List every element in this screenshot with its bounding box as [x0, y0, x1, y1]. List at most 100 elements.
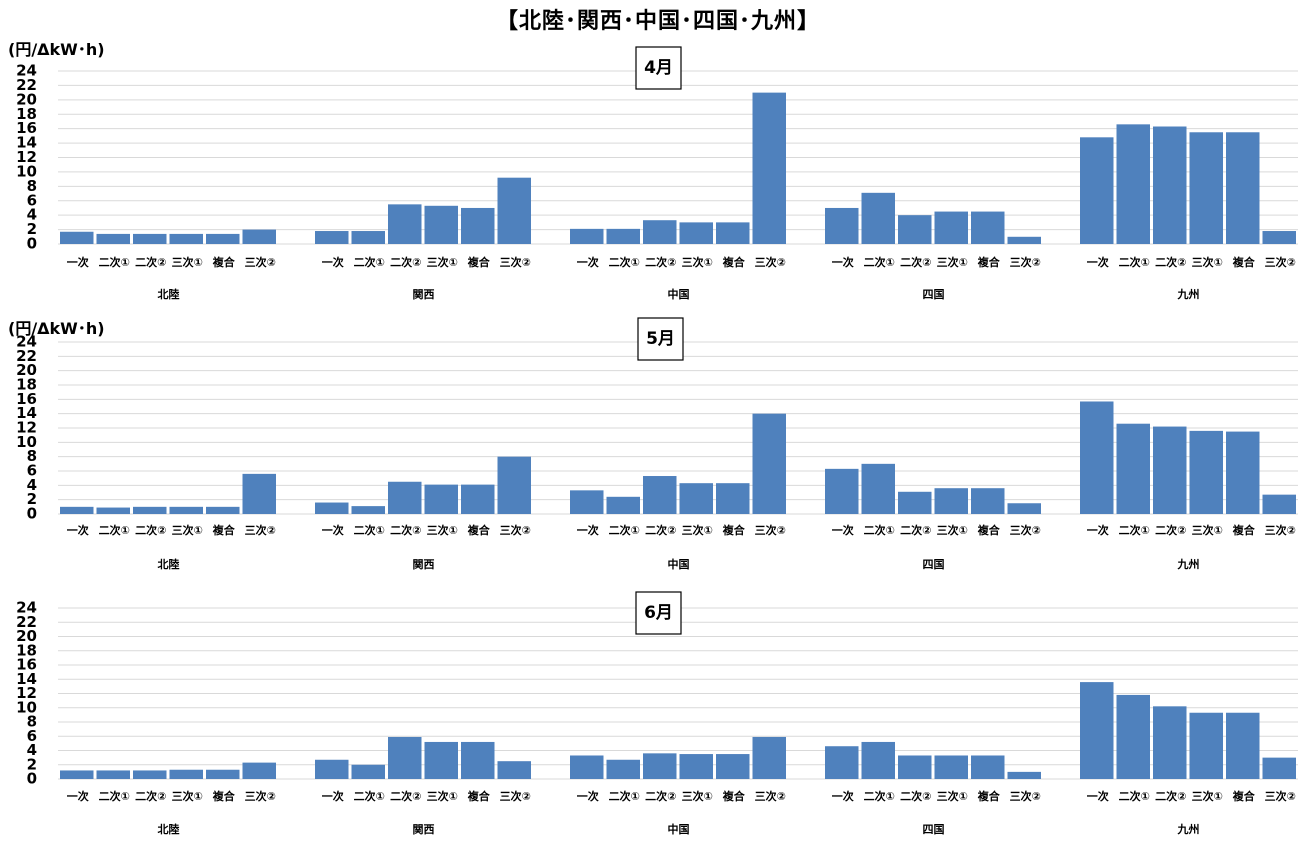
- region-label: 九州: [1177, 557, 1200, 571]
- category-label: 三次②: [1010, 255, 1041, 269]
- category-label: 三次①: [1192, 789, 1223, 803]
- bar: [388, 736, 422, 779]
- month-title-box: [635, 591, 682, 635]
- category-label: 三次②: [500, 255, 531, 269]
- region-label: 中国: [668, 557, 690, 571]
- page-title: 【北陸･関西･中国･四国･九州】: [495, 9, 820, 34]
- bar: [898, 215, 932, 244]
- category-label: 二次②: [645, 789, 676, 803]
- bar: [424, 741, 458, 779]
- y-axis-unit-label: (円/ΔkW･h): [8, 40, 105, 59]
- category-label: 複合: [212, 523, 236, 537]
- category-label: 三次②: [1010, 789, 1041, 803]
- category-label: 三次②: [500, 789, 531, 803]
- category-label: 二次①: [99, 789, 130, 803]
- category-label: 二次①: [1119, 789, 1150, 803]
- y-tick-label: 2: [27, 220, 37, 238]
- category-label: 二次②: [135, 523, 166, 537]
- category-label: 複合: [722, 255, 746, 269]
- y-tick-label: 10: [16, 433, 37, 451]
- category-label: 三次②: [755, 255, 786, 269]
- bar: [752, 92, 786, 244]
- y-tick-label: 6: [27, 727, 37, 745]
- bar: [351, 764, 385, 779]
- category-label: 二次①: [864, 523, 895, 537]
- category-label: 二次①: [609, 255, 640, 269]
- y-tick-label: 12: [16, 684, 37, 702]
- category-label: 複合: [467, 255, 491, 269]
- region-label: 四国: [923, 288, 945, 301]
- bar: [315, 502, 349, 514]
- region-label: 関西: [413, 558, 435, 571]
- region-label: 北陸: [158, 287, 180, 301]
- region-label: 北陸: [158, 557, 180, 571]
- bar: [716, 483, 750, 514]
- category-label: 三次②: [1010, 523, 1041, 537]
- y-tick-label: 24: [16, 599, 37, 617]
- category-label: 三次①: [427, 789, 458, 803]
- y-tick-label: 8: [27, 713, 37, 731]
- category-label: 三次①: [682, 523, 713, 537]
- bar: [825, 468, 859, 514]
- category-label: 二次①: [609, 523, 640, 537]
- y-tick-label: 16: [16, 390, 37, 408]
- category-label: 三次②: [500, 523, 531, 537]
- bar: [716, 222, 750, 244]
- bar: [1226, 712, 1260, 779]
- category-label: 一次: [577, 789, 599, 803]
- category-label: 一次: [832, 255, 854, 269]
- y-tick-label: 0: [27, 235, 37, 253]
- category-label: 三次①: [682, 255, 713, 269]
- bar: [1262, 231, 1296, 244]
- category-label: 三次①: [1192, 255, 1223, 269]
- y-tick-label: 24: [16, 333, 37, 351]
- category-label: 複合: [1232, 789, 1256, 803]
- bar: [1153, 706, 1187, 779]
- bar: [461, 207, 495, 244]
- y-tick-label: 2: [27, 755, 37, 773]
- category-label: 二次①: [354, 789, 385, 803]
- region-label: 九州: [1177, 287, 1200, 301]
- category-label: 一次: [1087, 255, 1109, 269]
- y-tick-label: 22: [16, 613, 37, 631]
- y-tick-label: 14: [16, 670, 37, 688]
- y-tick-label: 10: [16, 698, 37, 716]
- category-label: 二次①: [864, 789, 895, 803]
- bar: [1189, 132, 1223, 244]
- bar: [1116, 694, 1150, 779]
- category-label: 複合: [1232, 523, 1256, 537]
- y-tick-label: 18: [16, 376, 37, 394]
- category-label: 二次①: [864, 255, 895, 269]
- bar: [898, 491, 932, 514]
- bar: [96, 507, 130, 514]
- bar: [570, 755, 604, 779]
- region-label: 北陸: [158, 822, 180, 836]
- category-label: 二次①: [1119, 255, 1150, 269]
- y-tick-label: 20: [16, 90, 37, 108]
- category-label: 複合: [722, 789, 746, 803]
- category-label: 二次②: [900, 523, 931, 537]
- category-label: 三次①: [937, 255, 968, 269]
- bar: [570, 228, 604, 244]
- category-label: 複合: [1232, 255, 1256, 269]
- category-label: 二次①: [354, 255, 385, 269]
- category-label: 複合: [977, 789, 1001, 803]
- category-label: 一次: [322, 789, 344, 803]
- category-label: 一次: [577, 255, 599, 269]
- category-label: 三次②: [1265, 523, 1296, 537]
- y-tick-label: 4: [27, 741, 37, 759]
- region-label: 四国: [923, 823, 945, 836]
- category-label: 二次①: [354, 523, 385, 537]
- category-label: 二次②: [390, 523, 421, 537]
- bar: [861, 463, 895, 514]
- category-label: 三次①: [172, 789, 203, 803]
- bar: [242, 229, 276, 244]
- category-label: 一次: [67, 255, 89, 269]
- bar: [825, 746, 859, 779]
- bar: [169, 769, 203, 779]
- bar: [971, 755, 1005, 779]
- bar: [60, 506, 94, 514]
- bar: [1116, 124, 1150, 244]
- bar: [1226, 431, 1260, 514]
